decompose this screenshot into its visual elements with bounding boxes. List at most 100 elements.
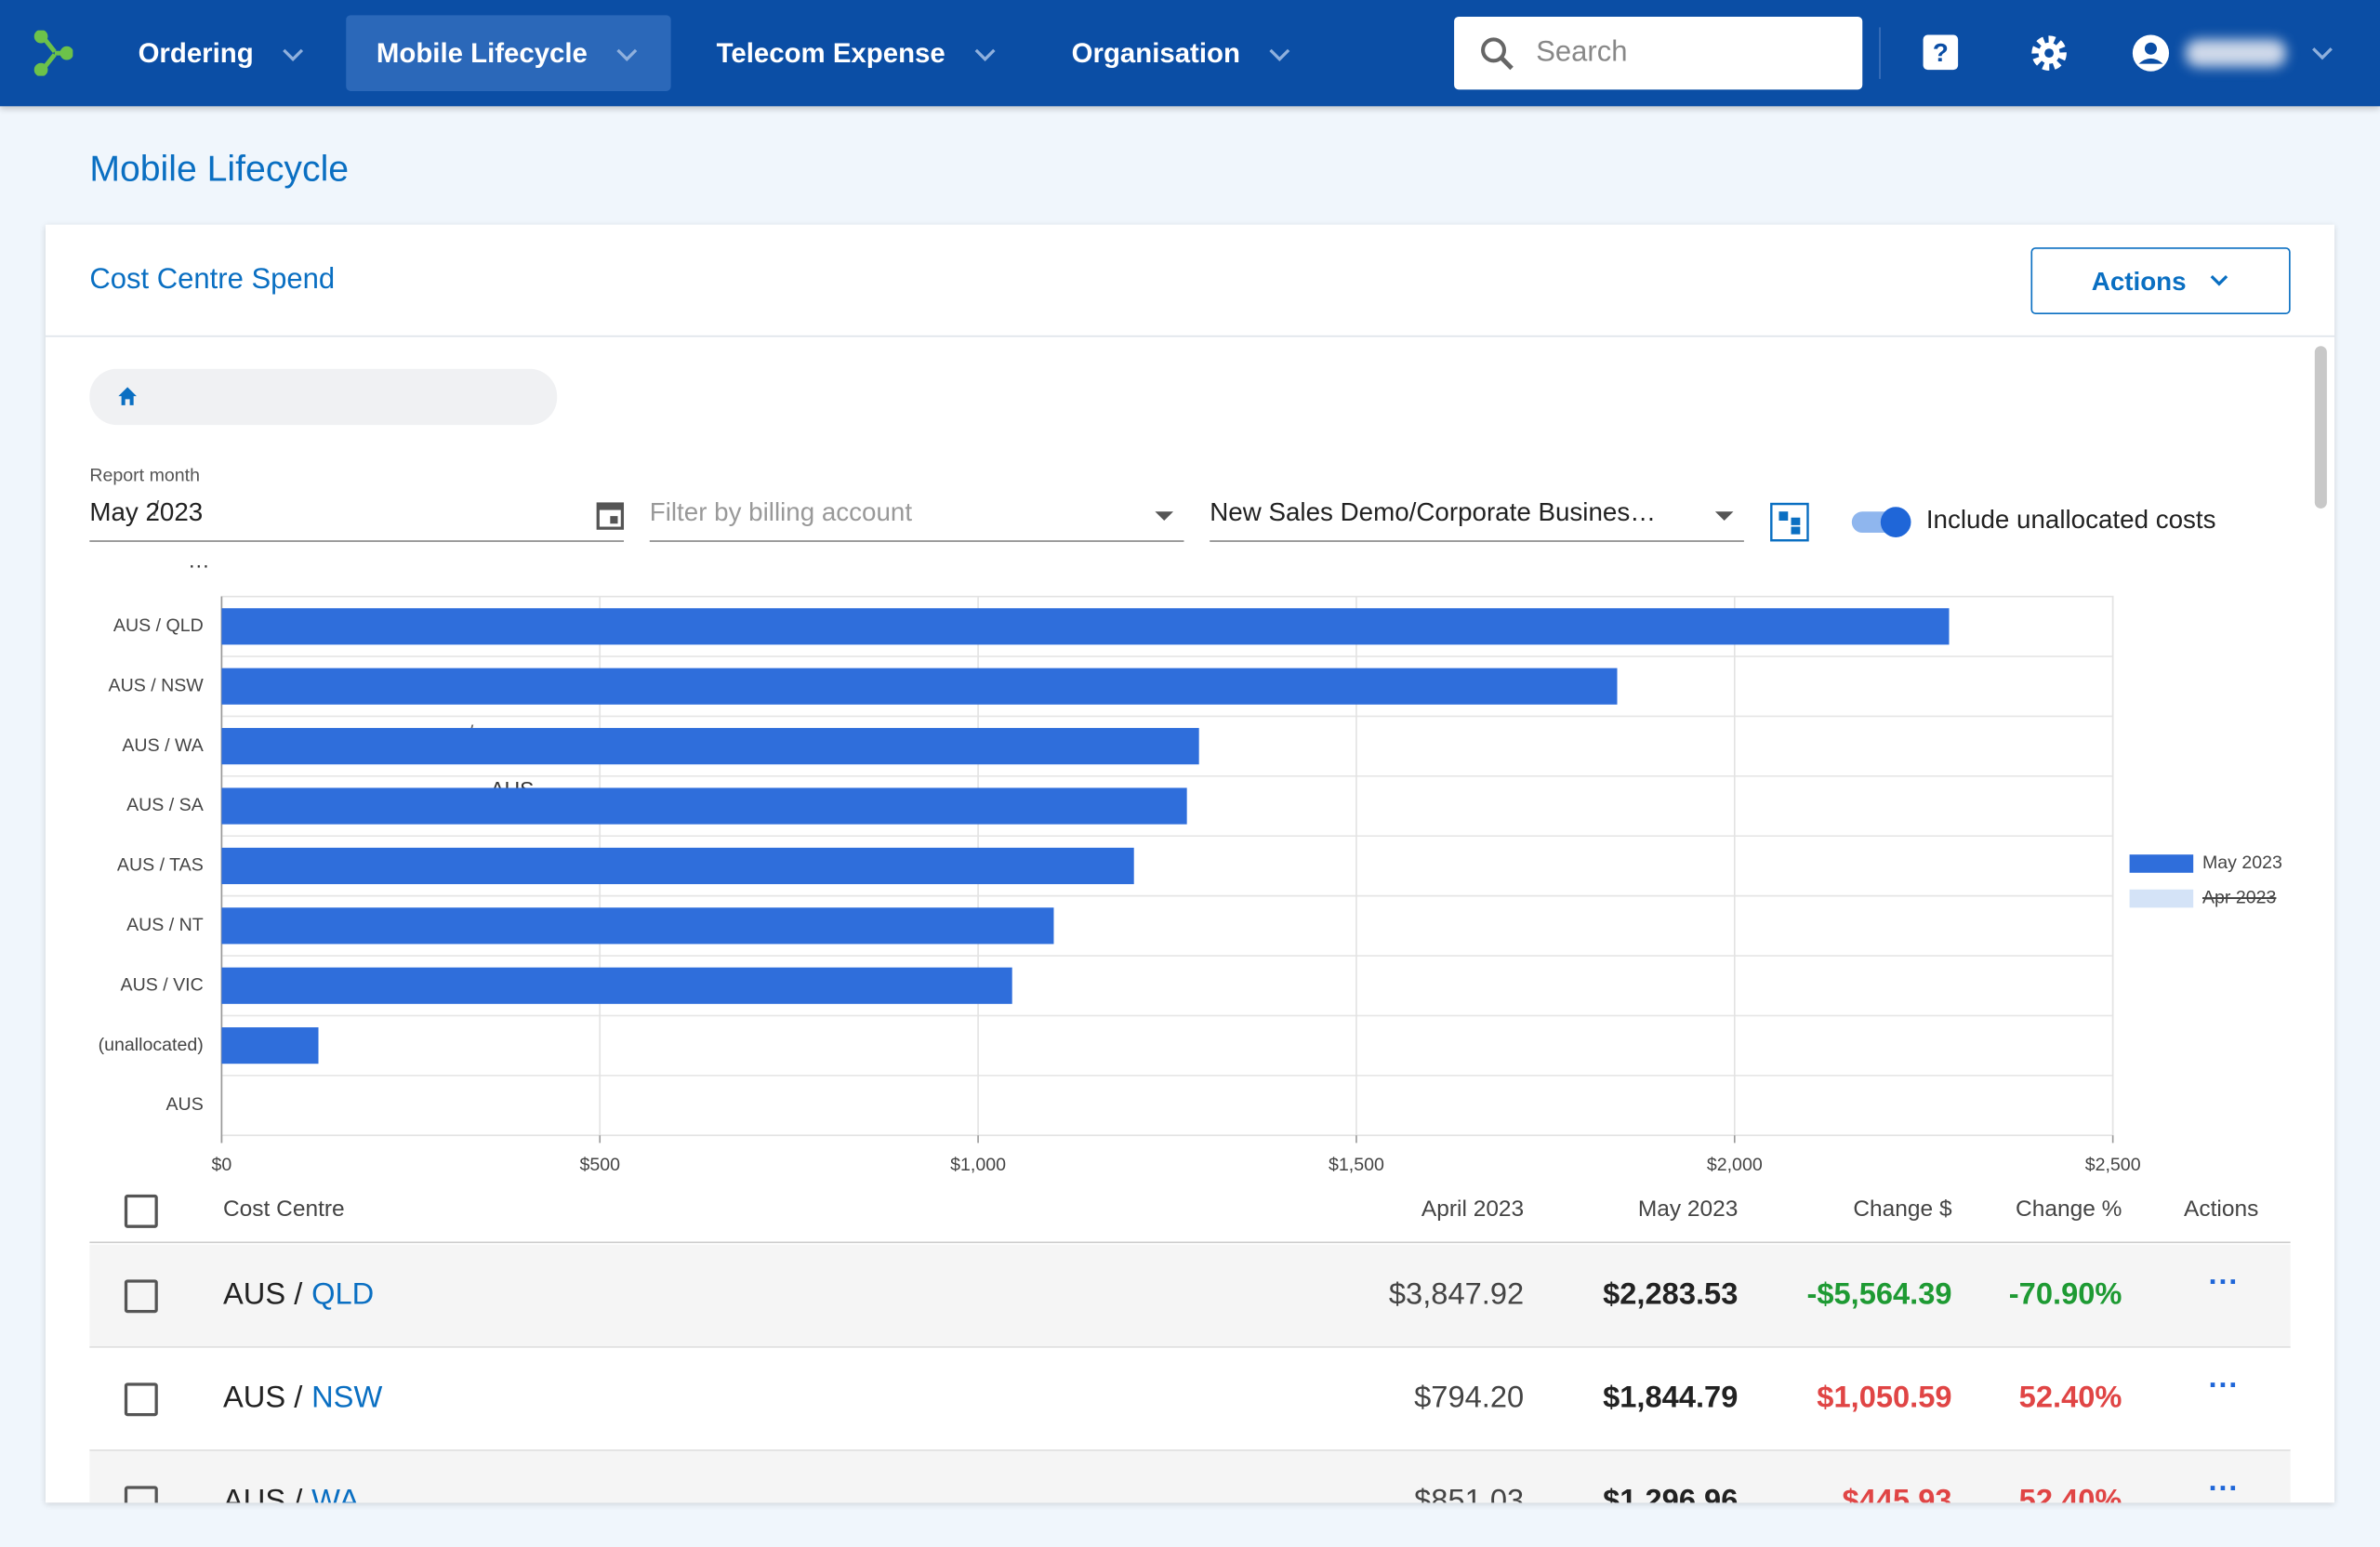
cell-april: $794.20 — [1414, 1381, 1525, 1415]
bar — [221, 967, 1012, 1004]
separator: / — [152, 496, 160, 521]
nav-label: Ordering — [138, 37, 254, 69]
chevron — [1269, 49, 1290, 62]
legend-label: May 2023 — [2202, 853, 2282, 873]
chevron — [2210, 274, 2228, 286]
x-tick-label: $2,000 — [1707, 1155, 1763, 1175]
chevron — [283, 49, 304, 62]
row-actions[interactable]: ··· — [2208, 1265, 2240, 1300]
checkbox[interactable] — [124, 1382, 158, 1417]
bar — [221, 728, 1199, 765]
nav-item[interactable]: Organisation — [1041, 15, 1322, 91]
x-tick-label: $500 — [579, 1155, 620, 1175]
column-header: Cost Centre — [222, 1196, 345, 1223]
hierarchy-value: New Sales Demo/Corporate Busines… — [1210, 497, 1656, 527]
home-icon[interactable] — [117, 386, 139, 407]
x-tick-label: $1,000 — [950, 1155, 1006, 1175]
cost-centre-parent: AUS / — [222, 1277, 303, 1312]
column-header: Change $ — [1853, 1196, 1952, 1223]
checkbox[interactable] — [124, 1486, 158, 1503]
legend-label: Apr 2023 — [2202, 888, 2277, 908]
cost-centre: AUS / QLD — [223, 1278, 374, 1314]
y-tick-label: AUS / NT — [126, 915, 204, 935]
svg-text:?: ? — [1933, 38, 1949, 67]
nav-label: Organisation — [1071, 37, 1240, 69]
column-header: May 2023 — [1637, 1196, 1739, 1223]
search-icon — [1481, 37, 1514, 71]
checkbox[interactable] — [124, 1279, 158, 1314]
cost-centre: AUS / NSW — [223, 1382, 382, 1417]
bar — [221, 847, 1134, 885]
bar — [221, 1027, 319, 1064]
actions-label: Actions — [2091, 267, 2187, 297]
nav-item[interactable]: Ordering — [108, 15, 336, 91]
chevron — [616, 49, 638, 62]
y-tick-label: AUS / QLD — [113, 615, 204, 636]
y-tick-label: AUS / VIC — [121, 974, 204, 995]
column-header: Change % — [2016, 1196, 2122, 1223]
help-icon[interactable]: ? — [1922, 33, 1961, 73]
card: Cost Centre Spend Actions / ··· / Corpor… — [45, 224, 2335, 1503]
cost-centre-parent: AUS / — [222, 1484, 303, 1503]
account-icon[interactable] — [2131, 33, 2170, 73]
breadcrumb-ellipsis[interactable]: ··· — [188, 552, 210, 577]
column-header: Actions — [2184, 1196, 2259, 1223]
y-tick-label: AUS / TAS — [117, 855, 204, 876]
toggle[interactable] — [1849, 502, 1919, 538]
bar — [221, 668, 1618, 705]
chevron[interactable] — [2310, 43, 2334, 64]
hierarchy-select[interactable]: New Sales Demo/Corporate Busines… — [1210, 498, 1744, 542]
cell-change-pct: -70.90% — [2008, 1277, 2122, 1312]
logo[interactable] — [33, 30, 73, 76]
y-tick-label: AUS / WA — [122, 735, 204, 756]
billing-filter[interactable]: Filter by billing account — [649, 498, 1184, 542]
legend-swatch — [2129, 889, 2194, 908]
cell-may: $2,283.53 — [1603, 1277, 1739, 1312]
nav-item[interactable]: Telecom Expense — [686, 15, 1027, 91]
divider — [89, 1241, 2291, 1244]
cell-change-pct: 52.40% — [2018, 1381, 2122, 1415]
y-tick-label: AUS / SA — [126, 795, 205, 815]
y-tick-label: AUS / NSW — [109, 675, 205, 695]
cost-centre-link[interactable]: WA — [311, 1484, 360, 1503]
cell-change: -$5,564.39 — [1806, 1277, 1952, 1312]
cell-may: $1,844.79 — [1603, 1381, 1739, 1415]
card-title: Cost Centre Spend — [89, 264, 336, 297]
cost-centre-link[interactable]: NSW — [311, 1381, 383, 1415]
checkbox[interactable] — [124, 1194, 158, 1228]
table-row: AUS / QLD $3,847.92 $2,283.53 -$5,564.39 -70.… — [89, 1244, 2291, 1348]
divider — [45, 335, 2335, 337]
table: Cost Centre April 2023 May 2023 Change $ Cha… — [46, 225, 2334, 1503]
table-row: AUS / WA $851.03 $1,296.96 $445.93 52.40% ··· — [89, 1450, 2291, 1503]
actions-button[interactable]: Actions — [2030, 247, 2291, 314]
cost-centre: AUS / WA — [223, 1485, 360, 1503]
bar — [221, 787, 1187, 825]
cell-change: $1,050.59 — [1817, 1381, 1952, 1415]
month-value: May 2023 — [89, 497, 204, 527]
tree-button[interactable] — [1770, 502, 1809, 542]
table-row: AUS / NSW $794.20 $1,844.79 $1,050.59 52.40% ·… — [89, 1347, 2291, 1451]
divider — [1879, 27, 1881, 79]
row-actions[interactable]: ··· — [2208, 1472, 2240, 1503]
cell-april: $851.03 — [1414, 1484, 1525, 1503]
calendar-icon[interactable] — [595, 498, 626, 532]
x-tick-label: $2,500 — [2085, 1155, 2141, 1175]
search-box[interactable]: Search — [1454, 16, 1863, 90]
dropdown-arrow — [1714, 511, 1734, 521]
x-tick-label: $1,500 — [1329, 1155, 1384, 1175]
month-field[interactable]: May 2023 — [89, 497, 626, 542]
row-actions[interactable]: ··· — [2208, 1368, 2240, 1403]
nav-item[interactable]: Mobile Lifecycle — [346, 15, 671, 91]
cost-centre-link[interactable]: QLD — [311, 1277, 375, 1312]
legend-swatch — [2129, 854, 2194, 873]
settings-icon[interactable] — [2030, 33, 2069, 73]
search-placeholder: Search — [1536, 36, 1628, 69]
nav-label: Telecom Expense — [716, 37, 945, 69]
x-tick-label: $0 — [211, 1155, 231, 1175]
scrollbar[interactable] — [2314, 346, 2327, 509]
bar — [221, 907, 1054, 945]
chart: AUS / QLD AUS / NSW AUS / WA AUS / SA AUS / … — [99, 595, 2282, 1175]
nav-label: Mobile Lifecycle — [376, 37, 588, 69]
cell-change-pct: 52.40% — [2018, 1484, 2122, 1503]
